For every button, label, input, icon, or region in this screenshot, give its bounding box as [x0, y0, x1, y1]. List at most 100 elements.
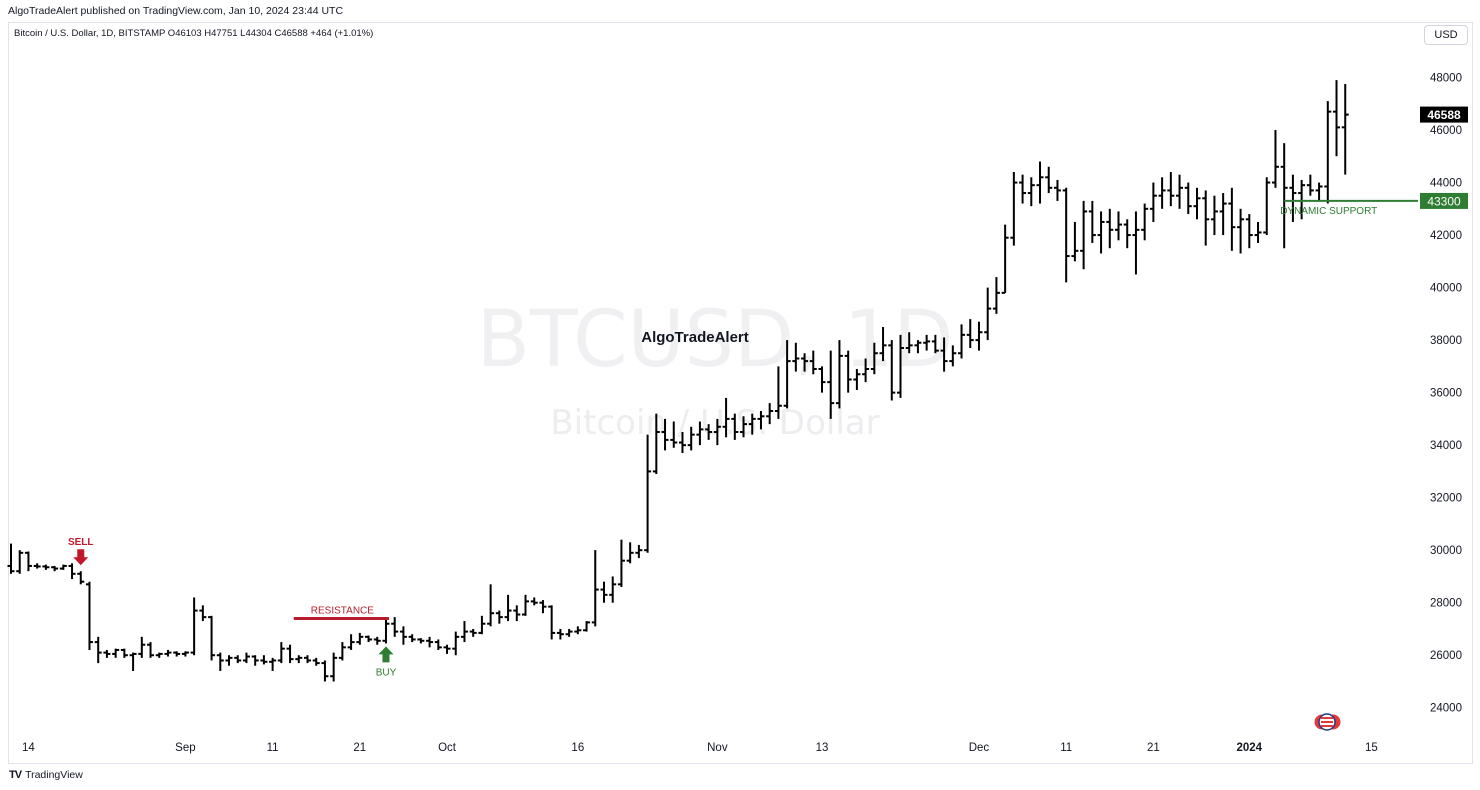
support-price-label: 43300: [1427, 194, 1461, 208]
ohlc-bar: [818, 366, 826, 393]
ohlc-bar: [312, 657, 320, 666]
ohlc-bar: [33, 563, 41, 569]
ohlc-bar: [644, 434, 652, 553]
ohlc-bar: [1045, 166, 1053, 194]
x-tick-label: 21: [353, 742, 366, 754]
ohlc-bar: [417, 638, 425, 644]
ohlc-bars: [7, 80, 1349, 682]
ohlc-bar: [748, 413, 756, 435]
y-tick-label: 34000: [1430, 440, 1462, 452]
ohlc-bar: [1010, 172, 1018, 246]
ohlc-bar: [705, 424, 713, 440]
ohlc-bar: [129, 652, 137, 671]
ohlc-bar: [1289, 174, 1297, 222]
chart-frame: [8, 22, 1473, 764]
ohlc-bar: [42, 564, 50, 570]
ohlc-bar: [338, 642, 346, 661]
annotations: AlgoTradeAlert SELL RESISTANCE BUY DYNAMIC …: [68, 199, 1418, 678]
ohlc-bar: [460, 621, 468, 643]
ohlc-bar: [896, 334, 904, 398]
ohlc-bar: [1149, 182, 1157, 222]
ohlc-bar: [626, 542, 634, 564]
ohlc-bar: [1315, 182, 1323, 201]
ohlc-bar: [548, 605, 556, 640]
ohlc-bar: [190, 597, 198, 656]
dynamic-support-label: DYNAMIC SUPPORT: [1280, 206, 1377, 217]
buy-label: BUY: [376, 667, 397, 678]
ohlc-bar: [399, 626, 407, 645]
ohlc-bar: [617, 539, 625, 587]
ohlc-bar: [774, 366, 782, 419]
x-tick-label: Sep: [175, 742, 195, 754]
ohlc-bar: [1210, 195, 1218, 236]
symbol-legend: Bitcoin / U.S. Dollar, 1D, BITSTAMP O461…: [14, 28, 374, 39]
ohlc-bar: [583, 621, 591, 632]
tradingview-brand[interactable]: TV TradingView: [9, 769, 83, 781]
ohlc-bar: [443, 644, 451, 654]
ohlc-bar: [373, 636, 381, 645]
ohlc-bar: [591, 550, 599, 627]
ohlc-bar: [216, 652, 224, 671]
y-tick-label: 26000: [1430, 650, 1462, 662]
ohlc-bar: [652, 413, 660, 475]
ohlc-bar: [661, 418, 669, 451]
ohlc-bar: [495, 610, 503, 624]
ohlc-bar: [975, 321, 983, 351]
currency-button[interactable]: USD: [1424, 25, 1468, 45]
ohlc-bar: [260, 655, 268, 665]
sell-arrow-icon: [73, 549, 89, 566]
ohlc-bar: [164, 649, 172, 657]
ohlc-bar: [382, 618, 390, 644]
ohlc-bar: [16, 550, 24, 574]
y-tick-label: 38000: [1430, 335, 1462, 347]
ohlc-bar: [452, 631, 460, 656]
publisher-line: AlgoTradeAlert published on TradingView.…: [8, 5, 344, 17]
ohlc-bar: [1193, 187, 1201, 220]
us-flag-events-icon[interactable]: [1313, 713, 1342, 731]
y-tick-label: 36000: [1430, 388, 1462, 400]
ohlc-bar: [1132, 211, 1140, 275]
ohlc-bar: [1237, 208, 1245, 254]
ohlc-bar: [85, 581, 93, 650]
ohlc-bar: [678, 432, 686, 454]
ohlc-bar: [853, 368, 861, 390]
ohlc-bar: [120, 648, 128, 658]
ohlc-bar: [478, 615, 486, 635]
x-axis: 14 Sep 11 21 Oct 16 Nov 13 Dec 11 21 2024 15: [22, 742, 1378, 754]
ohlc-bar: [949, 345, 957, 367]
ohlc-bar: [112, 648, 120, 658]
resistance-label: RESISTANCE: [311, 605, 374, 616]
ohlc-bar: [879, 326, 887, 362]
ohlc-bar: [966, 319, 974, 348]
ohlc-bar: [792, 342, 800, 372]
ohlc-bar: [426, 636, 434, 648]
last-price-label: 46588: [1427, 108, 1461, 122]
ohlc-bar: [77, 571, 85, 585]
ohlc-bar: [1176, 174, 1184, 209]
ohlc-bar: [181, 651, 189, 657]
ohlc-bar: [356, 632, 364, 645]
ohlc-bar: [1254, 221, 1262, 243]
ohlc-bar: [303, 655, 311, 664]
y-tick-label: 46000: [1430, 125, 1462, 137]
y-tick-label: 28000: [1430, 598, 1462, 610]
x-tick-label: Nov: [707, 742, 728, 754]
ohlc-bar: [757, 411, 765, 430]
ohlc-bar: [251, 655, 259, 666]
y-tick-label: 42000: [1430, 230, 1462, 242]
ohlc-bar: [600, 581, 608, 603]
ohlc-bar: [1219, 193, 1227, 236]
ohlc-bar: [1106, 208, 1114, 249]
ohlc-bar: [51, 565, 59, 572]
x-tick-label: Dec: [969, 742, 990, 754]
y-tick-label: 24000: [1430, 703, 1462, 715]
price-labels: 46588 43300: [1420, 106, 1468, 209]
ohlc-bar: [1027, 177, 1035, 207]
ohlc-bar: [59, 564, 67, 570]
ohlc-bar: [242, 652, 250, 664]
ohlc-bar: [234, 655, 242, 664]
ohlc-bar: [783, 340, 791, 409]
title-annotation: AlgoTradeAlert: [641, 329, 749, 346]
ohlc-bar: [1228, 187, 1236, 251]
